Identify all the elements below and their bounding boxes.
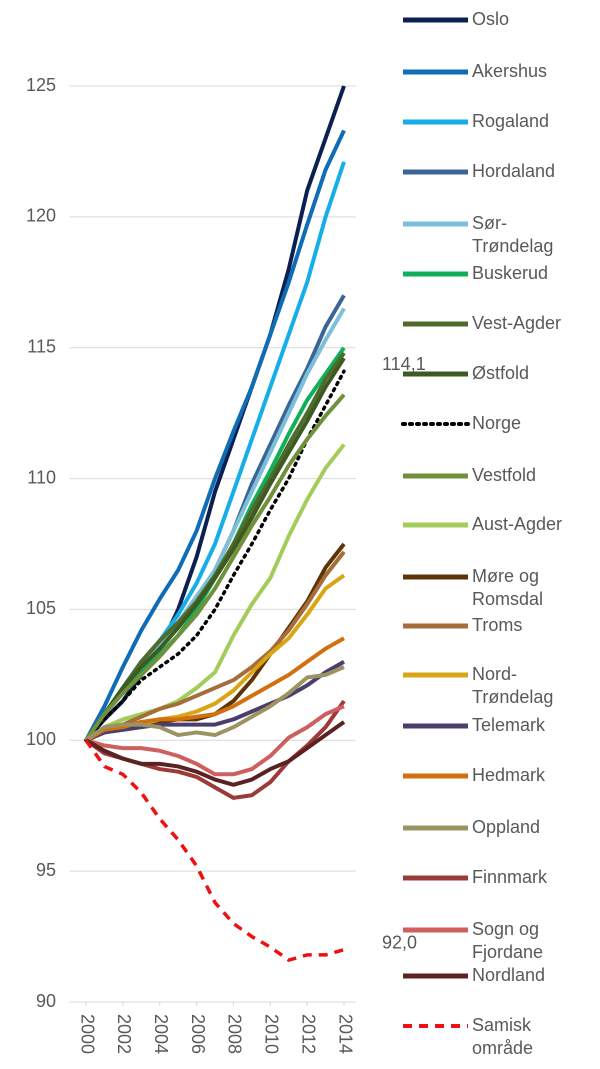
legend-label: Aust-Agder xyxy=(472,514,563,534)
annotation: 92,0 xyxy=(382,932,417,952)
legend-label: Sør-Trøndelag xyxy=(472,213,554,256)
legend-label: Hordaland xyxy=(472,161,556,181)
x-tick-label: 2008 xyxy=(225,1014,245,1054)
legend-item: Hedmark xyxy=(472,765,546,785)
legend-label: Østfold xyxy=(472,363,530,383)
legend-item: Nord-Trøndelag xyxy=(472,664,554,707)
series-line xyxy=(84,369,346,743)
series-line xyxy=(84,357,346,742)
legend-label: Vest-Agder xyxy=(472,313,562,333)
legend-item: Vest-Agder xyxy=(472,313,562,333)
y-tick-label: 90 xyxy=(36,991,56,1011)
legend-label: Norge xyxy=(472,413,522,433)
legend-item: Troms xyxy=(472,615,523,635)
x-tick-label: 2004 xyxy=(151,1014,171,1054)
legend-item: Hordaland xyxy=(472,161,556,181)
y-tick-label: 110 xyxy=(27,467,56,487)
legend-item: Oslo xyxy=(472,9,510,29)
legend-label: Rogaland xyxy=(472,111,550,131)
series-line xyxy=(84,550,346,742)
x-tick-label: 2012 xyxy=(298,1014,318,1054)
legend-label: Nordland xyxy=(472,965,546,985)
legend-label: Troms xyxy=(472,615,523,635)
series-line xyxy=(85,660,345,743)
y-tick-label: 100 xyxy=(26,729,56,749)
legend-item: Akershus xyxy=(472,61,548,81)
legend-item: Telemark xyxy=(472,715,546,735)
legend-label: Hedmark xyxy=(472,765,546,785)
legend-item: Rogaland xyxy=(472,111,550,131)
y-tick-label: 125 xyxy=(26,75,56,95)
series-line xyxy=(84,443,346,742)
x-tick-label: 2014 xyxy=(335,1014,355,1054)
x-tick-label: 2002 xyxy=(114,1014,134,1054)
series-line xyxy=(85,704,345,777)
series-line xyxy=(84,739,345,962)
legend-item: Sør-Trøndelag xyxy=(472,213,554,256)
series-line xyxy=(84,129,346,742)
legend-label: Finnmark xyxy=(472,867,548,887)
legend-item: Buskerud xyxy=(472,263,549,283)
y-tick-label: 105 xyxy=(26,598,56,618)
y-tick-label: 115 xyxy=(27,336,56,356)
legend-item: Aust-Agder xyxy=(472,514,563,534)
legend-item: Finnmark xyxy=(472,867,548,887)
series-line xyxy=(84,307,346,742)
x-tick-label: 2010 xyxy=(262,1014,282,1054)
legend-label: Akershus xyxy=(472,61,548,81)
legend-label: Nord-Trøndelag xyxy=(472,664,554,707)
legend-label: Oslo xyxy=(472,9,510,29)
legend-item: Møre og Romsdal xyxy=(472,566,544,609)
legend-item: Østfold xyxy=(472,363,530,383)
series-line xyxy=(84,393,346,742)
legend-item: Samisk område xyxy=(472,1015,534,1058)
y-tick-label: 95 xyxy=(36,860,56,880)
legend-label: Buskerud xyxy=(472,263,549,283)
legend-item: Norge xyxy=(472,413,522,433)
series-line xyxy=(84,665,345,742)
legend-label: Telemark xyxy=(472,715,546,735)
y-tick-label: 120 xyxy=(26,206,56,226)
legend-item: Vestfold xyxy=(472,465,537,485)
legend-label: Møre og Romsdal xyxy=(472,566,544,609)
series-line xyxy=(85,720,346,787)
annotation: 114,1 xyxy=(382,354,426,374)
legend-item: Oppland xyxy=(472,817,541,837)
legend-label: Sogn og Fjordane xyxy=(472,919,544,962)
legend-label: Vestfold xyxy=(472,465,537,485)
legend-item: Nordland xyxy=(472,965,546,985)
legend-label: Samisk område xyxy=(472,1015,534,1058)
legend-item: Sogn og Fjordane xyxy=(472,919,544,962)
legend-label: Oppland xyxy=(472,817,541,837)
series-line xyxy=(84,161,346,742)
x-tick-label: 2006 xyxy=(188,1014,208,1054)
x-tick-label: 2000 xyxy=(77,1014,97,1054)
